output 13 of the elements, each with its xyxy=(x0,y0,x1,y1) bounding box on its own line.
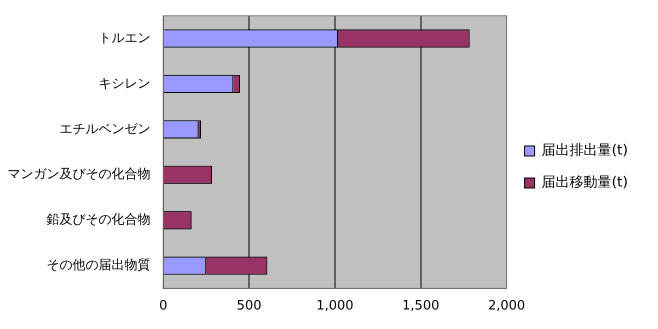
y-tick-label: マンガン及びその化合物 xyxy=(7,167,150,182)
y-tick-label: その他の届出物質 xyxy=(46,258,150,274)
legend-label: 届出排出量(t) xyxy=(542,142,628,159)
x-tick-label: 1,000 xyxy=(316,298,354,314)
y-tick-label: 鉛及びその化合物 xyxy=(46,212,150,228)
y-tick-label: エチルベンゼン xyxy=(59,122,150,137)
x-tick-label: 500 xyxy=(236,298,262,314)
x-tick-label: 2,000 xyxy=(488,298,526,314)
legend-label: 届出移動量(t) xyxy=(542,174,628,191)
y-tick-label: トルエン xyxy=(98,30,150,46)
x-tick-label: 1,500 xyxy=(402,298,440,314)
x-tick-label: 0 xyxy=(159,298,168,314)
y-tick-label: キシレン xyxy=(98,76,150,92)
